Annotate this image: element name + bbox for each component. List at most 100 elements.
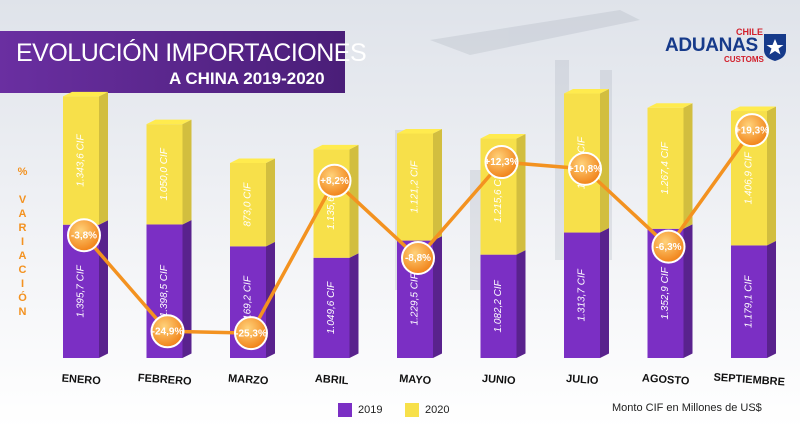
data-label-2020: 873,0 CIF [243, 182, 254, 227]
bar-2019-side [683, 224, 693, 358]
data-label-2019: 1.398,5 CIF [159, 264, 170, 317]
bar-2020-side [516, 134, 526, 255]
category-label: SEPTIEMBRE [713, 372, 785, 389]
title-banner [0, 31, 345, 93]
data-label-2020: 1.135,6 CIF [326, 177, 337, 230]
category-label: ENERO [61, 373, 101, 388]
data-label-2020: 1.406,9 CIF [744, 151, 755, 204]
bar-2020 [397, 133, 433, 241]
bar-2020-side [182, 119, 192, 225]
category-label: JULIO [566, 373, 600, 387]
legend-2019-label: 2019 [358, 404, 383, 416]
variation-point [651, 229, 686, 264]
variation-label: +12,3% [484, 157, 518, 168]
data-label-2019: 1.049,6 CIF [326, 281, 337, 334]
chart-title: EVOLUCIÓN IMPORTACIONES [16, 39, 367, 67]
bar-2020-side [767, 106, 776, 246]
bar-2020-top [480, 134, 526, 139]
bar-2019 [731, 245, 767, 358]
data-label-2019: 1.352,9 CIF [660, 266, 671, 319]
logo-country: CHILE [736, 27, 763, 37]
chart-subtitle: A CHINA 2019-2020 [169, 69, 325, 88]
bar-2020-top [647, 103, 693, 108]
bar-2020-side [266, 158, 275, 247]
variation-point [401, 241, 435, 276]
variation-point [735, 113, 769, 148]
data-label-2019: 1.313,7 CIF [577, 268, 588, 321]
y-axis-label-char: I [20, 236, 26, 248]
data-label-2019: 1.179,1 CIF [744, 275, 755, 328]
y-axis-label-char: A [18, 250, 28, 262]
bar-2020-side [99, 91, 108, 225]
variation-point [234, 316, 268, 351]
variation-point [67, 218, 101, 253]
bar-2020 [146, 124, 183, 225]
bar-2019-side [767, 240, 776, 358]
y-axis-label-char: A [18, 208, 28, 220]
y-axis-label-char: R [18, 222, 28, 234]
variation-label: +10,8% [568, 164, 602, 175]
data-label-2019: 1.082,2 CIF [493, 279, 504, 332]
units-note: Monto CIF en Millones de US$ [612, 402, 762, 414]
customs-badge-icon [764, 34, 786, 61]
logo-name: ADUANAS [665, 35, 758, 56]
category-label: MAYO [399, 373, 432, 387]
legend-2020-label: 2020 [425, 404, 450, 416]
bar-2020-side [349, 144, 359, 258]
bar-2020-top [63, 91, 108, 97]
data-label-2020: 1.267,4 CIF [660, 141, 671, 194]
data-label-2019: 1.169,2 CIF [243, 275, 254, 328]
bar-2020-top [313, 144, 359, 150]
bar-2020-top [146, 119, 192, 125]
bar-2019-side [99, 220, 108, 358]
variation-point [568, 151, 602, 186]
bar-2020 [63, 96, 99, 225]
bar-2019-side [182, 219, 192, 358]
variation-label: -25,3% [235, 328, 267, 339]
bar-2020-side [600, 89, 609, 233]
bar-2020-side [683, 103, 693, 229]
category-label: MARZO [228, 373, 270, 388]
bar-2019 [564, 232, 600, 358]
bar-2020-side [433, 129, 442, 241]
y-axis-label-char: C [18, 264, 28, 276]
bar-2020-top [397, 129, 442, 134]
data-label-2019: 1.229,5 CIF [410, 272, 421, 325]
category-label: ABRIL [315, 373, 350, 387]
bar-2020-top [230, 158, 275, 163]
variation-label: -24,9% [152, 326, 184, 337]
variation-point [150, 314, 185, 349]
variation-label: -3,8% [71, 230, 97, 241]
bar-2019-side [516, 250, 526, 358]
data-label-2020: 1.050,0 CIF [159, 147, 170, 200]
variation-point [317, 163, 352, 198]
data-label-2020: 1.343,6 CIF [76, 134, 87, 187]
bar-2020 [230, 162, 266, 247]
variation-label: +8,2% [320, 176, 349, 187]
category-label: JUNIO [482, 373, 517, 387]
logo-sub: CUSTOMS [724, 55, 764, 64]
bar-2020-top [731, 106, 776, 112]
bar-2019-side [349, 253, 359, 358]
data-label-2020: 1.215,6 CIF [493, 170, 504, 223]
legend-2020-swatch [405, 403, 419, 417]
bar-2019-side [600, 228, 609, 358]
category-label: AGOSTO [642, 372, 691, 387]
bar-2019 [313, 257, 350, 358]
variation-point [484, 145, 519, 180]
y-axis-label-char: Ó [18, 292, 28, 304]
category-label: FEBRERO [137, 372, 192, 388]
bar-2019-side [433, 236, 442, 358]
y-axis-label-char: I [20, 278, 26, 290]
data-label-2019: 1.395,7 CIF [76, 264, 87, 317]
legend-2019-swatch [338, 403, 352, 417]
y-axis-label-char: % [17, 166, 29, 178]
variation-label: +19,3% [735, 125, 769, 136]
y-axis-label-char: V [18, 194, 28, 206]
variation-label: -6,3% [655, 242, 681, 253]
variation-label: -8,8% [405, 253, 431, 264]
bar-2020 [647, 107, 684, 229]
data-label-2020: 1.121,2 CIF [410, 160, 421, 213]
